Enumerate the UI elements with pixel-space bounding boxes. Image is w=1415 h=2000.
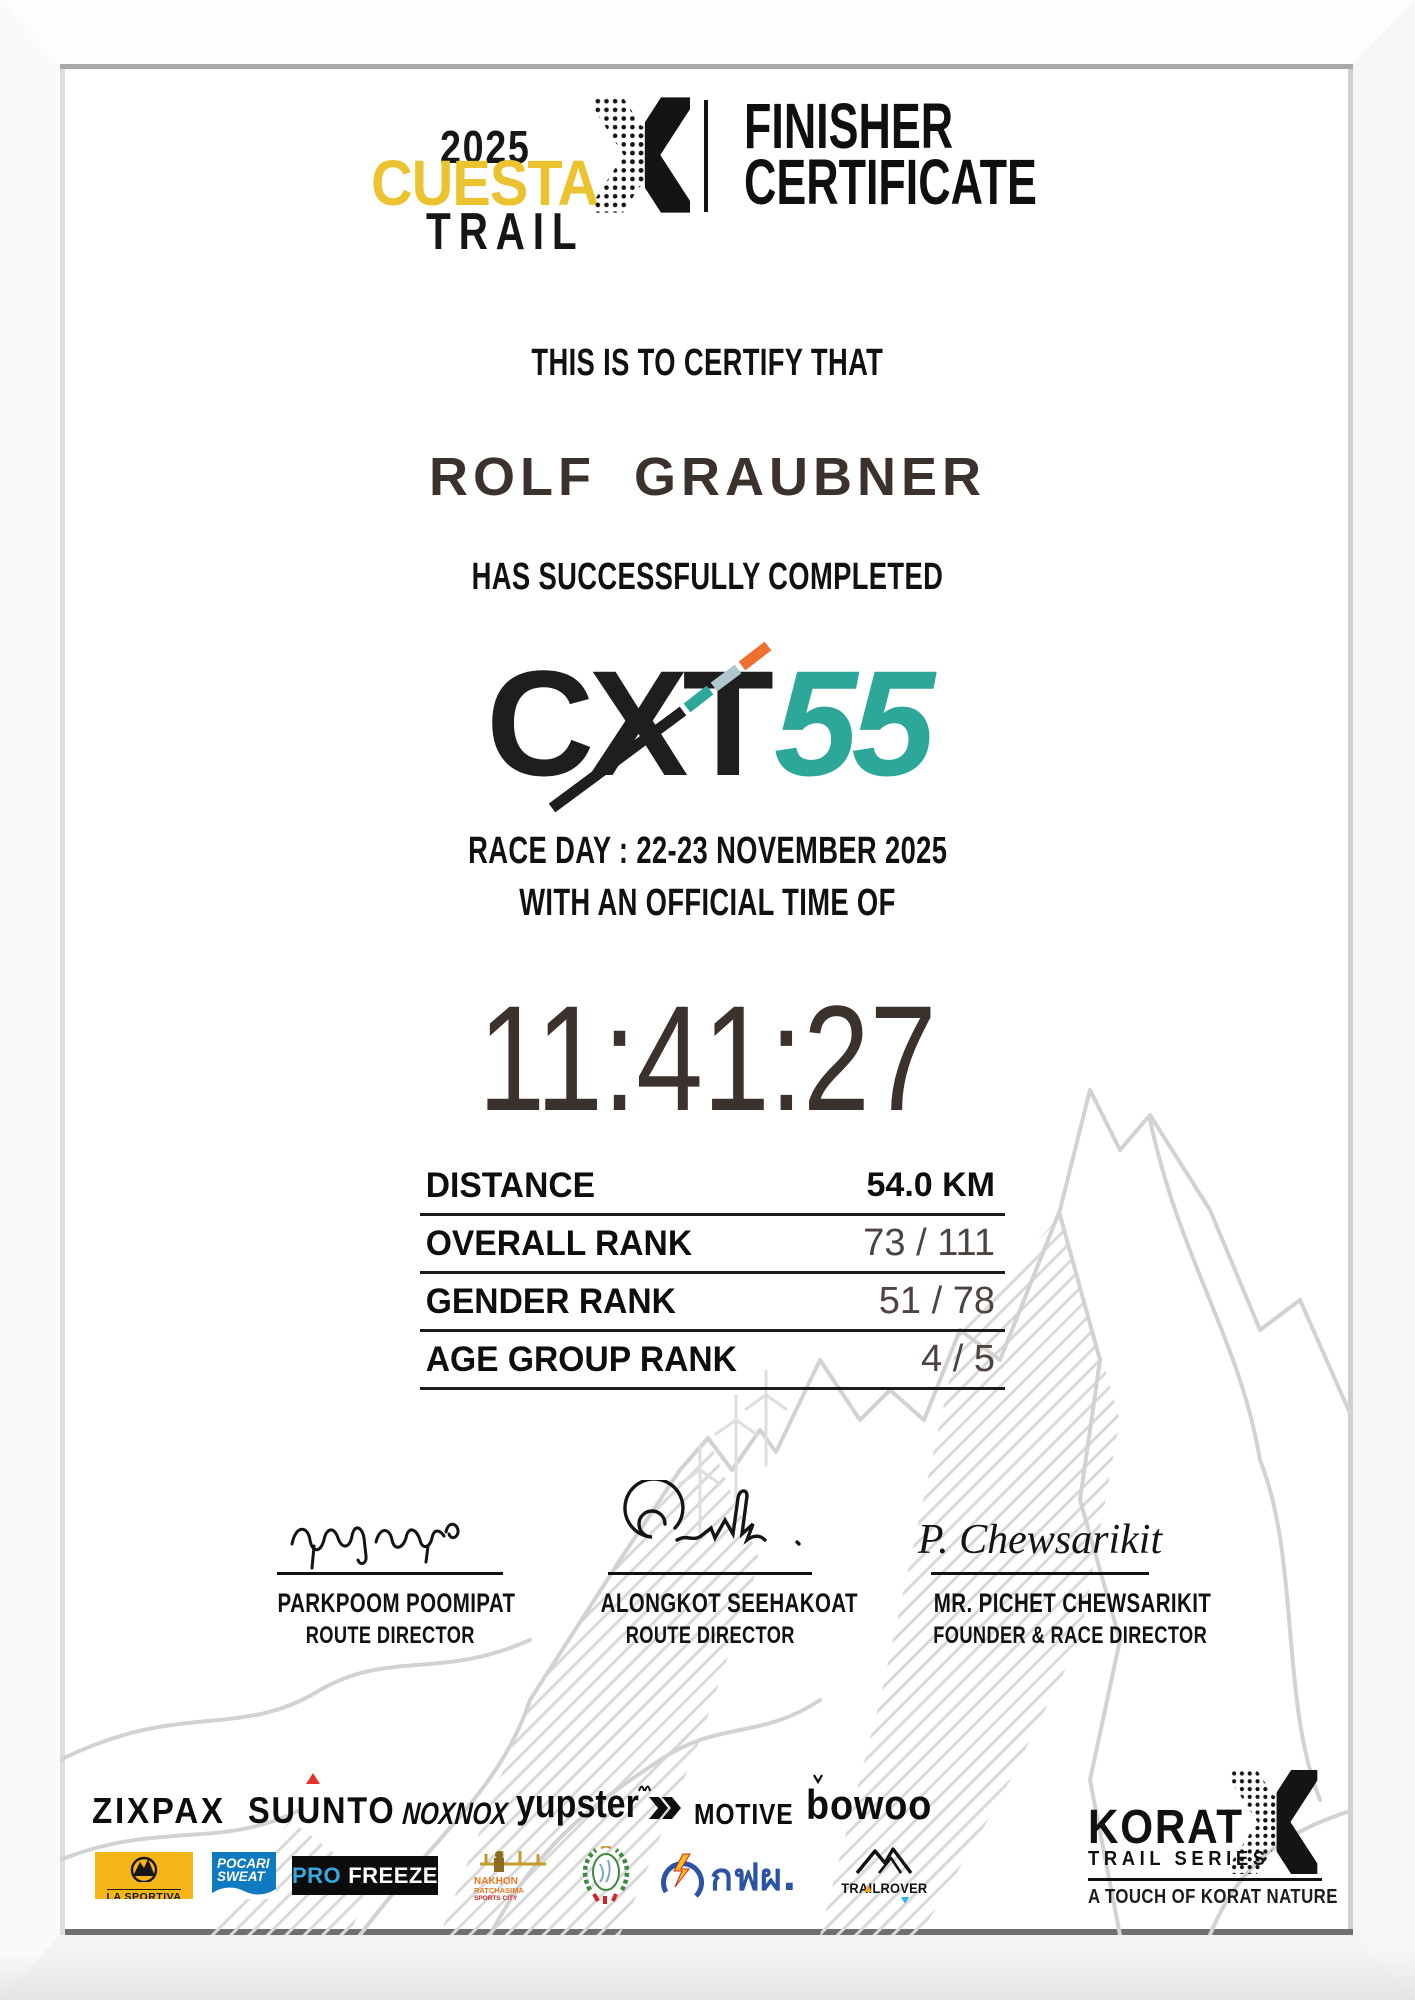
egat-thai-wordmark: กฟผ. <box>710 1854 797 1899</box>
egat-lightning-icon <box>661 1853 704 1898</box>
brand-x-icon <box>594 94 690 216</box>
signature-rule <box>277 1572 503 1575</box>
time-intro-line: WITH AN OFFICIAL TIME OF <box>519 882 896 924</box>
row-label: OVERALL RANK <box>425 1223 693 1263</box>
row-value: 4 / 5 <box>921 1338 995 1380</box>
sponsor-egat: กฟผ. <box>656 1850 812 1902</box>
korat-rule <box>1088 1878 1322 1881</box>
certificate-title: FINISHER CERTIFICATE <box>744 90 1037 218</box>
nakhon-gate-statue-icon <box>480 1851 546 1872</box>
suunto-arrow-icon <box>306 1773 320 1784</box>
sponsor-nakhon-ratchasima: NAKHON RATCHASIMA SPORTS CITY <box>474 1846 552 1904</box>
signature-rule <box>608 1572 812 1575</box>
frame-bottom-shade <box>0 1954 1415 2000</box>
table-row-age-group-rank: AGE GROUP RANK 4 / 5 <box>420 1332 1005 1390</box>
certificate-title-line2: CERTIFICATE <box>744 146 1037 218</box>
athlete-name: ROLF GRAUBNER <box>429 447 986 507</box>
race-day-line: RACE DAY : 22-23 NOVEMBER 2025 <box>467 830 948 872</box>
sponsor-bowoo: bowoo <box>806 1781 933 1828</box>
signature-block-3: P. Chewsarikit MR. PICHET CHEWSARIKIT FO… <box>890 1484 1211 1650</box>
results-table: DISTANCE 54.0 KM OVERALL RANK 73 / 111 G… <box>420 1158 1005 1390</box>
header-divider <box>704 100 708 212</box>
cuesta-wordmark: CUESTA <box>371 147 599 219</box>
race-logo-number: 55 <box>774 639 935 807</box>
signature-scribble-icon <box>560 1480 860 1572</box>
row-value: 51 / 78 <box>878 1280 995 1322</box>
event-year: 2025 <box>440 121 531 173</box>
signature-script: P. Chewsarikit <box>917 1517 1163 1563</box>
sponsor-yupster: yupster <box>516 1782 639 1826</box>
signature-block-2: ALONGKOT SEEHAKOAT ROUTE DIRECTOR <box>560 1480 860 1650</box>
row-value: 54.0 KM <box>866 1166 996 1204</box>
trailrover-orange-accent-icon <box>864 1885 872 1892</box>
korat-tagline: A TOUCH OF KORAT NATURE <box>1088 1886 1338 1908</box>
table-row-distance: DISTANCE 54.0 KM <box>420 1158 1005 1216</box>
certify-intro: THIS IS TO CERTIFY THAT <box>531 342 884 384</box>
sponsor-la-sportiva: LA SPORTIVA <box>95 1852 193 1899</box>
sponsor-motive: MOTIVE <box>694 1799 794 1831</box>
sponsor-zixpax: ZIXPAX <box>92 1790 226 1831</box>
signee-role: ROUTE DIRECTOR <box>625 1621 795 1649</box>
signee-name: PARKPOOM POOMIPAT <box>277 1587 516 1618</box>
la-sportiva-mountain-icon <box>130 1856 158 1884</box>
race-logo-slash-icon <box>548 641 772 813</box>
korat-series-label: TRAIL SERIES <box>1088 1848 1270 1870</box>
signature-rule <box>931 1572 1149 1575</box>
table-row-gender-rank: GENDER RANK 51 / 78 <box>420 1274 1005 1332</box>
signature-block-1: PARKPOOM POOMIPAT ROUTE DIRECTOR <box>240 1484 540 1650</box>
completed-line: HAS SUCCESSFULLY COMPLETED <box>471 556 944 598</box>
sponsor-noxnox: NOXNOX <box>401 1796 509 1831</box>
signature-scribble-icon <box>240 1484 540 1572</box>
trail-wordmark: TRAIL <box>426 203 585 261</box>
trailrover-mountains-icon <box>855 1847 913 1875</box>
row-label: AGE GROUP RANK <box>425 1339 737 1379</box>
sponsor-pocari-sweat: POCARI SWEAT <box>212 1852 276 1899</box>
sponsor-trailrover: TRAILROVER <box>838 1845 930 1903</box>
signee-role: ROUTE DIRECTOR <box>305 1621 475 1649</box>
korat-wordmark: KORAT <box>1088 1801 1244 1854</box>
sponsor-pro-freeze: PRO FREEZE <box>292 1856 438 1895</box>
race-logo: CXT55 <box>0 648 1415 798</box>
signee-name: MR. PICHET CHEWSARIKIT <box>933 1587 1212 1618</box>
motive-chevrons-icon <box>649 1797 681 1819</box>
signee-role: FOUNDER & RACE DIRECTOR <box>933 1621 1208 1649</box>
provincial-wreath-emblem-icon <box>582 1846 630 1904</box>
bowoo-antler-icon <box>813 1774 823 1784</box>
wind-turbines-icon <box>678 1369 788 1542</box>
sponsor-suunto: SUUNTO <box>248 1790 396 1831</box>
certificate-title-line1: FINISHER <box>744 90 954 162</box>
table-row-overall-rank: OVERALL RANK 73 / 111 <box>420 1216 1005 1274</box>
row-value: 73 / 111 <box>863 1222 995 1264</box>
pocari-wave-icon <box>212 1887 276 1899</box>
official-time: 11:41:27 <box>478 974 937 1142</box>
row-label: DISTANCE <box>425 1165 596 1205</box>
signee-name: ALONGKOT SEEHAKOAT <box>600 1587 858 1618</box>
trailrover-cyan-accent-icon <box>901 1897 909 1903</box>
row-label: GENDER RANK <box>425 1281 676 1321</box>
yupster-ears-icon <box>638 1785 651 1792</box>
